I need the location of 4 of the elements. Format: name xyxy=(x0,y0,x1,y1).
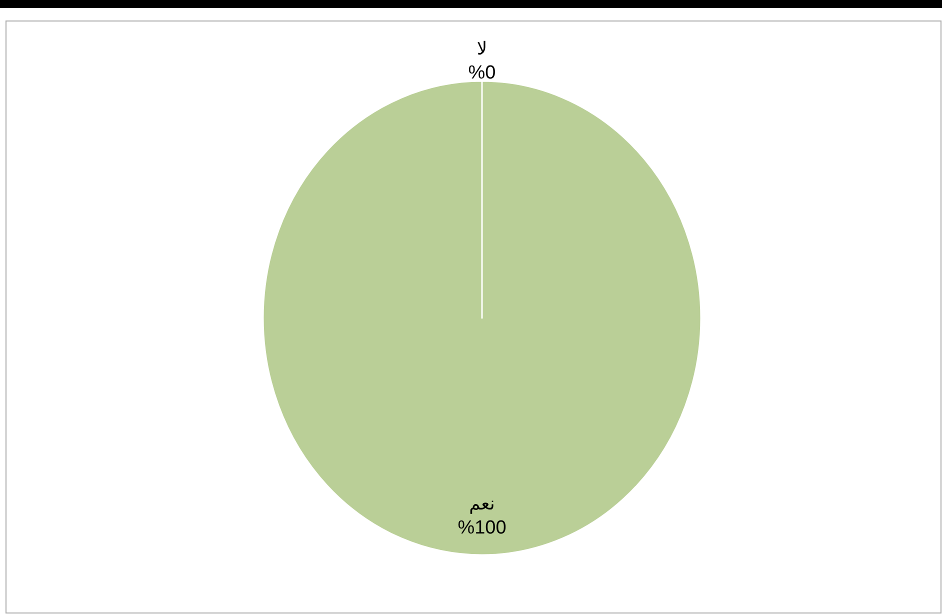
text: %0 xyxy=(468,62,496,84)
slice-label: نعم xyxy=(469,493,495,514)
category-label: لا xyxy=(476,38,488,60)
data-label: %100 xyxy=(458,517,506,538)
